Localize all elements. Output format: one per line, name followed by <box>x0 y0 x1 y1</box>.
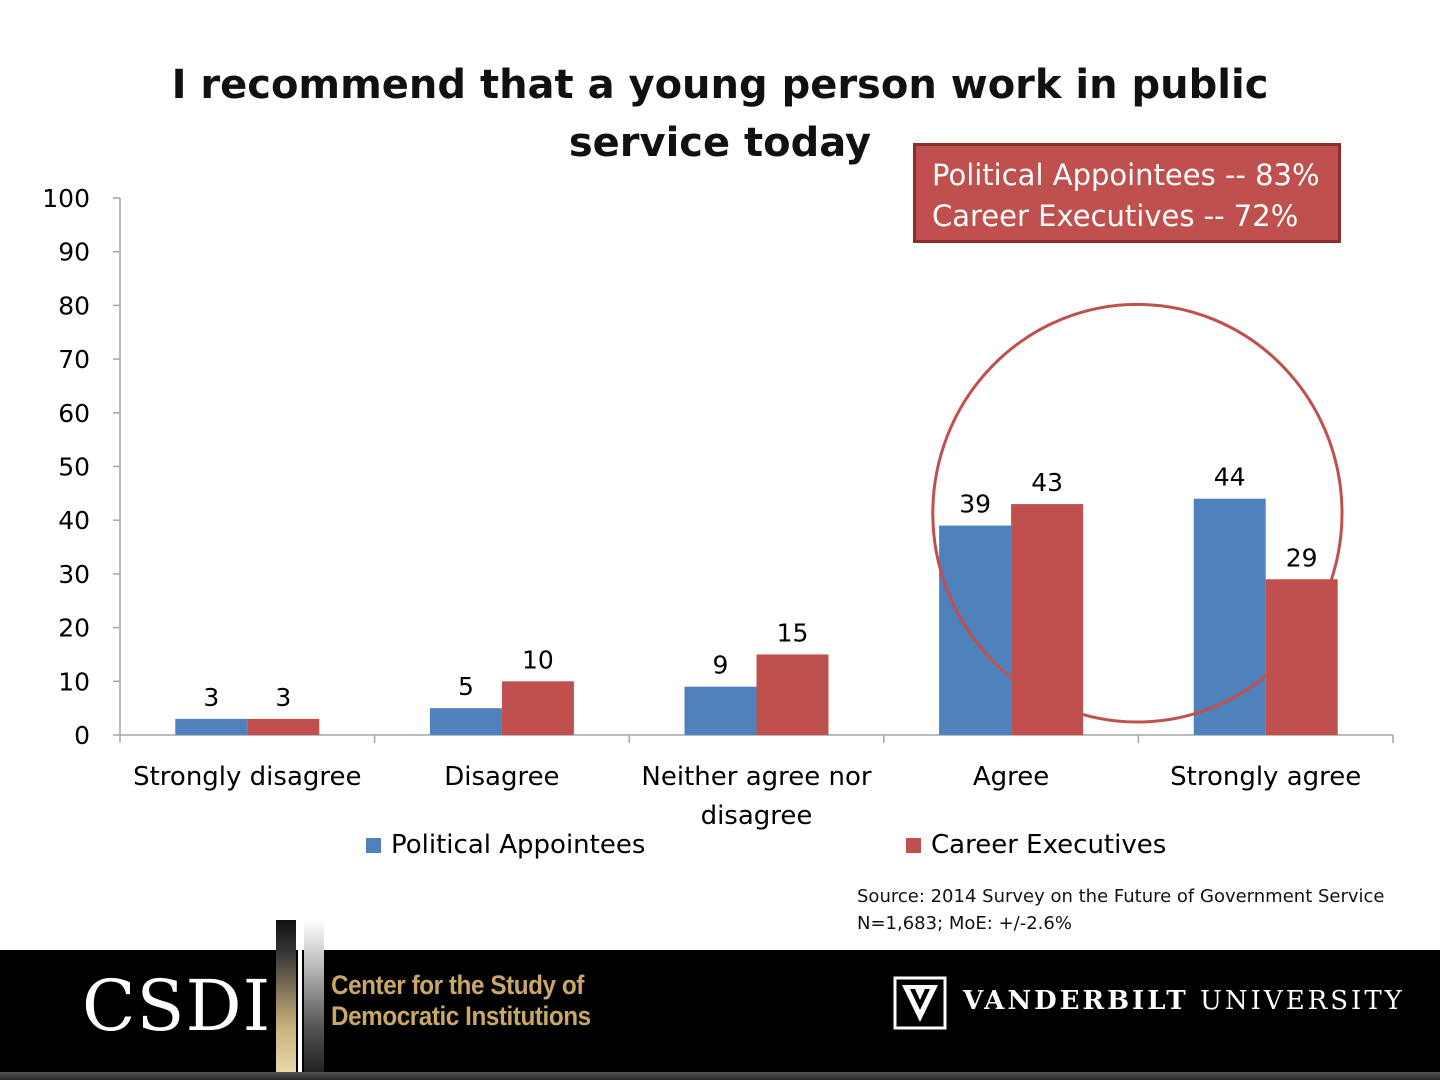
data-label: 29 <box>1286 543 1318 572</box>
sample-line: N=1,683; MoE: +/-2.6% <box>857 913 1072 934</box>
source-line: Source: 2014 Survey on the Future of Gov… <box>857 886 1385 907</box>
data-label: 3 <box>203 683 219 712</box>
chart-title-line-1: I recommend that a young person work in … <box>171 62 1269 108</box>
bar-career <box>1011 504 1084 735</box>
chart-title-line-2: service today <box>568 120 872 166</box>
legend-item-political: Political Appointees <box>366 830 645 860</box>
data-label: 43 <box>1031 468 1063 497</box>
bar-political <box>429 708 502 735</box>
bar-career <box>247 718 320 735</box>
x-category-label: Neither agree nor <box>641 762 871 792</box>
csdi-logo-bars <box>276 920 324 1072</box>
x-category-label: Strongly agree <box>1170 762 1361 792</box>
source-note: Source: 2014 Survey on the Future of Gov… <box>857 883 1385 937</box>
footer-strip <box>0 1072 1440 1080</box>
x-category-label: Agree <box>973 762 1049 792</box>
legend-item-career: Career Executives <box>906 830 1166 860</box>
data-label: 10 <box>522 645 554 674</box>
data-label: 3 <box>275 683 291 712</box>
footer-bar <box>0 950 1440 1072</box>
y-tick-label: 0 <box>74 721 90 750</box>
callout-career: Career Executives -- 72% <box>932 199 1299 233</box>
bar-political <box>1193 498 1266 735</box>
data-label: 15 <box>777 618 809 647</box>
vanderbilt-wordmark-bold: VANDERBILT <box>963 986 1189 1016</box>
vanderbilt-shield-icon <box>893 976 947 1030</box>
data-label: 9 <box>713 651 729 680</box>
x-category-label: Disagree <box>444 762 559 792</box>
bar-chart: 0 10 20 30 40 50 60 70 80 90 100 Strongly disagree 3… <box>42 184 1394 830</box>
y-tick-label: 30 <box>58 560 90 589</box>
csdi-full-name: Center for the Study of Democratic Insti… <box>331 970 591 1032</box>
bar-career <box>501 681 574 735</box>
chart-legend: Political Appointees Career Executives <box>0 830 1440 870</box>
y-tick-label: 50 <box>58 453 90 482</box>
y-tick-label: 90 <box>58 238 90 267</box>
vanderbilt-wordmark: VANDERBILT UNIVERSITY <box>963 986 1405 1016</box>
y-tick-label: 100 <box>42 184 90 213</box>
legend-label-career: Career Executives <box>931 830 1167 860</box>
csdi-name-line-1: Center for the Study of <box>331 970 584 1000</box>
y-tick-label: 60 <box>58 399 90 428</box>
y-tick-label: 80 <box>58 291 90 320</box>
data-label: 39 <box>959 490 991 519</box>
data-label: 5 <box>458 672 474 701</box>
y-tick-label: 20 <box>58 614 90 643</box>
summary-callout: Political Appointees -- 83% Career Execu… <box>913 143 1341 243</box>
legend-swatch-political <box>366 837 381 853</box>
legend-label-political: Political Appointees <box>391 830 646 860</box>
bar-political <box>939 525 1012 735</box>
csdi-logo: CSDI <box>82 965 272 1047</box>
highlight-ellipse <box>931 302 1344 724</box>
y-tick-label: 10 <box>58 667 90 696</box>
bar-political <box>684 686 757 735</box>
bar-career <box>1265 579 1338 735</box>
vanderbilt-wordmark-rest: UNIVERSITY <box>1188 986 1405 1016</box>
csdi-name-line-2: Democratic Institutions <box>331 1001 591 1031</box>
y-tick-label: 70 <box>58 345 90 374</box>
chart-title: I recommend that a young person work in … <box>150 56 1290 172</box>
bar-career <box>756 654 829 735</box>
x-category-label: disagree <box>701 801 813 830</box>
y-tick-label: 40 <box>58 506 90 535</box>
legend-swatch-career <box>906 837 921 853</box>
data-label: 44 <box>1214 463 1246 492</box>
x-category-label: Strongly disagree <box>133 762 361 792</box>
callout-political: Political Appointees -- 83% <box>932 158 1320 192</box>
bar-political <box>175 718 248 735</box>
